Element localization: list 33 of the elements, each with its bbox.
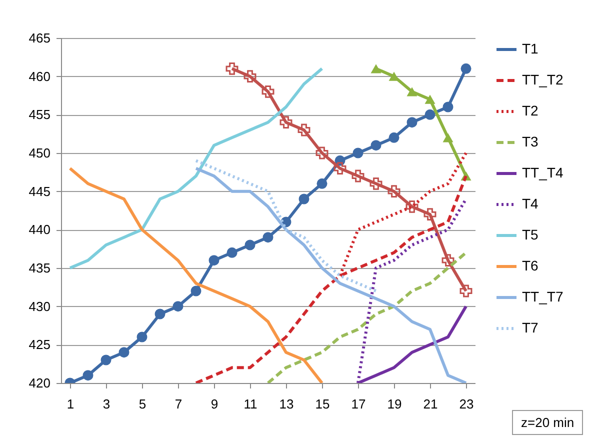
- x-tick-label: 13: [279, 396, 294, 412]
- y-tick-label: 435: [28, 260, 50, 276]
- x-tick-label: 19: [387, 396, 402, 412]
- legend-label: T2: [522, 102, 539, 118]
- legend-label: T5: [522, 226, 539, 242]
- legend-label: T6: [522, 258, 539, 274]
- legend-label: T4: [522, 196, 539, 212]
- x-tick-label: 1: [66, 396, 74, 412]
- legend-label: T3: [522, 134, 539, 150]
- legend-label: TT_T2: [522, 72, 564, 88]
- y-tick-label: 455: [28, 107, 50, 122]
- legend-label: TT_T4: [522, 164, 564, 180]
- y-tick-label: 460: [28, 68, 50, 84]
- y-tick-label: 420: [28, 376, 50, 390]
- y-tick-label: 465: [28, 30, 50, 46]
- y-tick-label: 445: [28, 184, 50, 199]
- x-tick-label: 11: [244, 396, 258, 412]
- x-tick-label: 9: [210, 396, 218, 412]
- x-tick-label: 23: [459, 396, 474, 412]
- x-tick-label: 21: [423, 396, 438, 412]
- text: z=20 min: [512, 410, 584, 435]
- y-tick-label: 430: [28, 298, 50, 314]
- y-tick-label: 440: [28, 222, 50, 238]
- legend-label: T1: [522, 40, 539, 56]
- x-tick-label: 15: [315, 396, 330, 412]
- y-tick-label: 425: [28, 337, 50, 352]
- y-tick-label: 450: [28, 146, 50, 160]
- x-tick-label: 17: [351, 396, 366, 412]
- x-tick-label: 7: [174, 396, 182, 412]
- legend-label: TT_T7: [522, 288, 564, 304]
- legend-label: T7: [522, 320, 539, 336]
- x-tick-label: 5: [138, 396, 146, 412]
- x-tick-label: 3: [102, 396, 110, 412]
